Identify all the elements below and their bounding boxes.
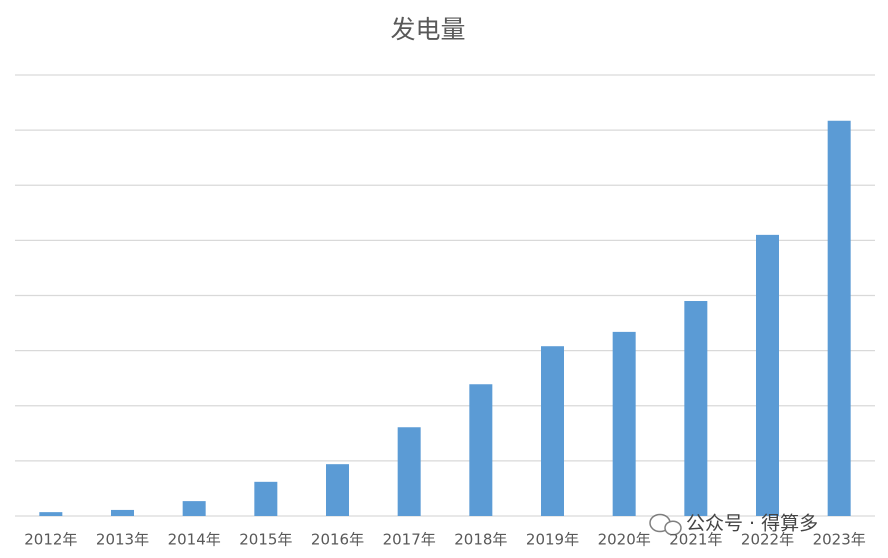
x-tick-label: 2012年 [24, 531, 77, 549]
bar [397, 427, 421, 516]
bar [326, 464, 349, 516]
icon-part [664, 520, 682, 536]
x-tick-label: 2014年 [168, 531, 221, 549]
bar [111, 509, 134, 516]
x-tick-label: 2021年 [669, 531, 722, 549]
bar [469, 384, 493, 516]
watermark: 公众号 · 得算多 [686, 513, 818, 535]
x-tick-label: 2019年 [526, 531, 579, 549]
bar [756, 234, 779, 517]
bar [827, 120, 851, 516]
x-tick-label: 2016年 [311, 531, 364, 549]
x-tick-label: 2023年 [813, 531, 866, 549]
x-tick-label: 2018年 [454, 531, 507, 549]
x-tick-label: 2022年 [741, 531, 794, 549]
chart-title: 发电量 [390, 15, 465, 44]
x-tick-label: 2015年 [239, 531, 292, 549]
bar [254, 481, 278, 516]
bar [684, 301, 708, 516]
bar [612, 331, 636, 516]
x-tick-label: 2017年 [383, 531, 436, 549]
bar [541, 346, 564, 516]
bar [182, 501, 206, 516]
watermark-icon [649, 513, 682, 536]
x-tick-label: 2020年 [598, 531, 651, 549]
x-tick-label: 2013年 [96, 531, 149, 549]
bar [39, 512, 63, 516]
